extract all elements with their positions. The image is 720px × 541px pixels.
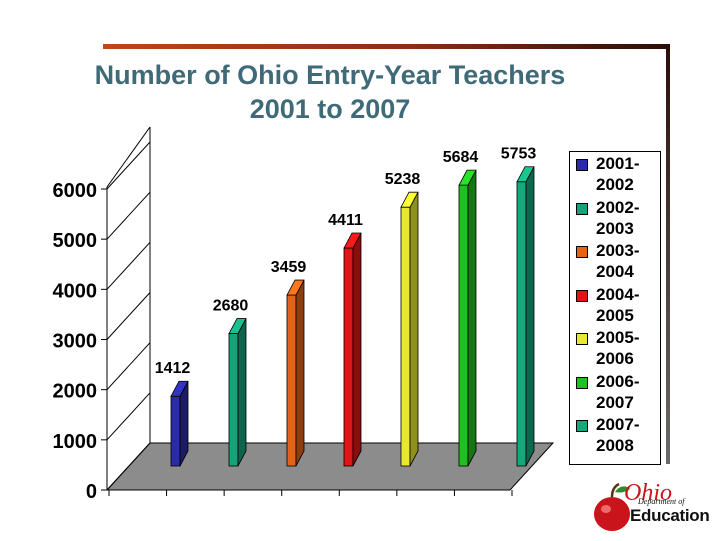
ohio-script-text: Ohio — [624, 480, 672, 506]
bar-side — [525, 166, 535, 467]
legend-label-line2: 2003 — [596, 218, 634, 238]
ohio-education-logo: Ohio Department of Education — [588, 470, 716, 536]
bar-data-label: 5684 — [443, 149, 479, 166]
accent-drop-line — [666, 44, 670, 464]
legend-label: 2006- 2007 — [596, 371, 660, 413]
legend-label-line1: 2001- — [596, 154, 640, 173]
y-tick-label: 4000 — [53, 280, 98, 302]
legend-label-line2: 2002 — [596, 175, 634, 194]
bar-data-label: 3459 — [271, 259, 307, 276]
legend-label-line2: 2007 — [596, 392, 634, 412]
y-tick-label: 1000 — [53, 431, 98, 453]
bar-top — [400, 191, 419, 208]
legend-swatch — [576, 333, 588, 345]
bar-top — [343, 232, 362, 249]
legend-label: 2004- 2005 — [596, 284, 660, 326]
y-gridline-side — [106, 141, 151, 190]
legend-swatch — [576, 159, 588, 171]
legend-swatch — [576, 289, 588, 302]
legend-label: 2001- 2002 — [596, 153, 660, 195]
y-tick-label: 3000 — [53, 331, 98, 353]
bar — [286, 294, 297, 467]
bar — [228, 333, 239, 467]
chart-title: Number of Ohio Entry-Year Teachers 2001 … — [30, 58, 630, 126]
y-gridline-side — [106, 241, 151, 290]
bar-top — [516, 166, 535, 183]
legend-label-line2: 2008 — [596, 436, 634, 455]
y-tick-label: 6000 — [53, 180, 98, 202]
bar-top — [170, 380, 189, 397]
legend-label-line1: 2004- — [596, 284, 640, 304]
bar-data-label: 5753 — [501, 146, 537, 163]
bar-data-label: 2680 — [213, 298, 249, 315]
bar-side — [295, 279, 305, 467]
bar — [400, 206, 411, 467]
y-tick-label: 2000 — [53, 381, 98, 403]
legend-label: 2007- 2008 — [596, 414, 660, 456]
legend-item: 2007- 2008 — [570, 414, 662, 457]
y-gridline-side — [106, 342, 151, 391]
legend-item: 2005- 2006 — [570, 327, 662, 370]
y-tick-label: 5000 — [53, 230, 98, 252]
bar-top — [286, 279, 305, 296]
legend-label-line2: 2004 — [596, 262, 634, 281]
accent-line — [103, 44, 669, 49]
legend-swatch — [576, 420, 588, 432]
legend-label-line1: 2003- — [596, 241, 640, 260]
legend-label: 2002- 2003 — [596, 197, 660, 239]
bar-data-label: 4411 — [328, 212, 363, 229]
legend-item: 2002- 2003 — [570, 197, 662, 240]
bar-side — [237, 318, 247, 467]
legend-item: 2004- 2005 — [570, 284, 662, 327]
legend-label: 2005- 2006 — [596, 327, 660, 369]
apple-icon: Ohio — [594, 480, 672, 531]
legend-swatch — [576, 202, 588, 215]
y-gridline-side — [106, 392, 151, 441]
y-gridline-side — [106, 442, 151, 491]
bar-side — [467, 169, 477, 467]
bar-side — [409, 191, 419, 467]
bar — [343, 247, 354, 467]
chart-legend: 2001- 2002 2002- 2003 2003- 2004 2004- 2005 2005… — [569, 151, 661, 465]
logo-education-text: Education — [630, 506, 710, 525]
legend-item: 2006- 2007 — [570, 371, 662, 414]
chart-title-line2: 2001 to 2007 — [249, 94, 411, 124]
bar — [170, 395, 181, 467]
bar-data-label: 1412 — [155, 360, 191, 377]
legend-label-line1: 2007- — [596, 415, 640, 434]
legend-label-line1: 2006- — [596, 371, 640, 391]
y-gridline-side — [106, 292, 151, 340]
bar-side — [352, 232, 362, 467]
legend-item: 2001- 2002 — [570, 153, 662, 196]
legend-item: 2003- 2004 — [570, 240, 662, 283]
bar-top — [228, 318, 247, 334]
y-tick-label: 0 — [86, 481, 97, 503]
chart-title-line1: Number of Ohio Entry-Year Teachers — [94, 60, 566, 90]
bar-data-label: 5238 — [385, 171, 421, 188]
bar — [516, 181, 527, 467]
y-gridline-side — [106, 191, 151, 240]
bar-top — [458, 169, 477, 186]
logo-department-text: Department of — [638, 497, 685, 506]
legend-swatch — [576, 376, 588, 389]
legend-label-line2: 2006 — [596, 349, 634, 368]
legend-label: 2003- 2004 — [596, 240, 660, 282]
legend-swatch — [576, 246, 588, 258]
legend-label-line1: 2002- — [596, 197, 640, 217]
legend-label-line1: 2005- — [596, 328, 640, 347]
legend-label-line2: 2005 — [596, 305, 634, 325]
bar — [458, 184, 469, 467]
